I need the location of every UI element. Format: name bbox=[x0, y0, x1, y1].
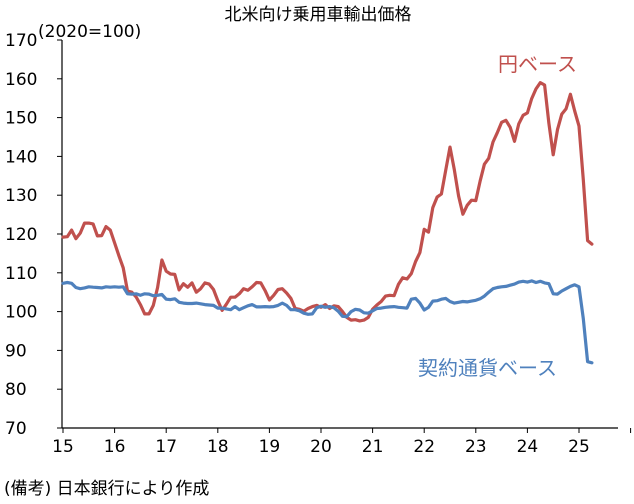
y-tick-label: 130 bbox=[5, 186, 37, 206]
source-note: (備考) 日本銀行により作成 bbox=[4, 479, 209, 499]
y-tick-label: 70 bbox=[5, 419, 27, 439]
x-tick-label: 15 bbox=[52, 437, 74, 457]
y-tick-label: 160 bbox=[5, 70, 37, 90]
x-tick-label: 19 bbox=[259, 437, 281, 457]
x-tick-label: 21 bbox=[362, 437, 384, 457]
series-line-contract-currency-basis bbox=[61, 279, 594, 365]
x-tick-label: 17 bbox=[155, 437, 177, 457]
y-tick-label: 80 bbox=[5, 380, 27, 400]
y-tick-label: 120 bbox=[5, 225, 37, 245]
y-tick-label: 140 bbox=[5, 147, 37, 167]
y-tick-label: 150 bbox=[5, 109, 37, 129]
y-tick-label: 170 bbox=[5, 31, 37, 51]
x-tick-label: 25 bbox=[568, 437, 590, 457]
x-tick-label: 24 bbox=[517, 437, 539, 457]
x-axis-ticks: 15 16 17 18 19 20 21 22 23 24 25 bbox=[52, 428, 632, 457]
y-tick-label: 100 bbox=[5, 303, 37, 323]
y-tick-label: 90 bbox=[5, 341, 27, 361]
unit-label: (2020=100) bbox=[38, 22, 141, 42]
x-tick-label: 22 bbox=[413, 437, 435, 457]
x-tick-label: 18 bbox=[207, 437, 229, 457]
legend-label-contract-currency-basis: 契約通貨ベース bbox=[418, 356, 557, 380]
x-tick-label: 23 bbox=[465, 437, 487, 457]
y-tick-label: 110 bbox=[5, 264, 37, 284]
legend-label-yen-basis: 円ベース bbox=[498, 52, 577, 76]
y-axis-ticks: 70 80 90 100 110 120 130 140 150 160 170 bbox=[5, 31, 62, 439]
chart-title: 北米向け乗用車輸出価格 bbox=[225, 5, 412, 25]
x-tick-label: 16 bbox=[104, 437, 126, 457]
x-tick-label: 20 bbox=[310, 437, 332, 457]
chart-series bbox=[61, 81, 594, 365]
